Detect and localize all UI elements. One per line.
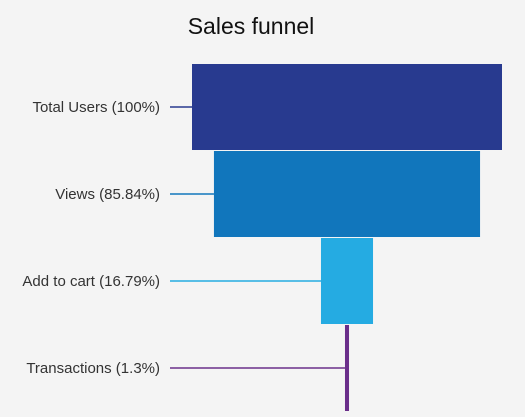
funnel-stage-label: Add to cart (16.79%) bbox=[22, 273, 160, 290]
funnel-bar bbox=[320, 238, 374, 324]
funnel-stage-label: Views (85.84%) bbox=[55, 186, 160, 203]
funnel-bar bbox=[213, 151, 481, 237]
funnel-stage-label: Transactions (1.3%) bbox=[26, 360, 160, 377]
funnel-stages: Total Users (100%) Views (85.84%) Add to c… bbox=[22, 64, 502, 411]
funnel-bar bbox=[344, 325, 350, 411]
funnel-stage-label: Total Users (100%) bbox=[32, 99, 160, 116]
funnel-bar bbox=[192, 64, 502, 150]
chart-title: Sales funnel bbox=[188, 13, 315, 39]
